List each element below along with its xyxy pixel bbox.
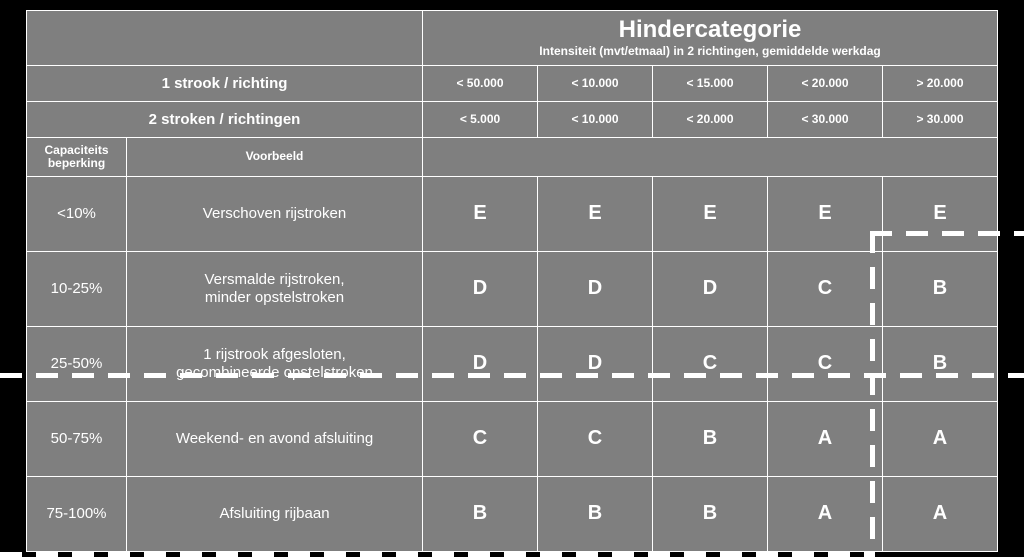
dash-lower-bottom [0,552,875,557]
intensity-2-4: > 30.000 [883,101,998,137]
intensity-2-2: < 20.000 [653,101,768,137]
intensity-1-3: < 20.000 [768,65,883,101]
row-3-ex: Weekend- en avond afsluiting [127,401,423,476]
row-3-cap: 50-75% [27,401,127,476]
intensity-2-0: < 5.000 [423,101,538,137]
intensity-row-2-label: 2 stroken / richtingen [27,101,423,137]
row-4-cap: 75-100% [27,476,127,551]
intensity-1-0: < 50.000 [423,65,538,101]
row-0-v1: E [538,176,653,251]
intensity-row-1-label: 1 strook / richting [27,65,423,101]
row-3-v4: A [883,401,998,476]
row-0-v0: E [423,176,538,251]
row-1-v1: D [538,251,653,326]
row-1-cap: 10-25% [27,251,127,326]
row-0-v2: E [653,176,768,251]
row-3-v1: C [538,401,653,476]
row-4-ex: Afsluiting rijbaan [127,476,423,551]
header-title: Hindercategorie [423,11,998,46]
row-4-v4: A [883,476,998,551]
row-2-v3: C [768,326,883,401]
col-header-capacity: Capaciteits beperking [27,137,127,176]
row-1-v4: B [883,251,998,326]
intensity-2-3: < 30.000 [768,101,883,137]
row-1-v0: D [423,251,538,326]
row-3-v3: A [768,401,883,476]
row-2-cap: 25-50% [27,326,127,401]
intensity-2-1: < 10.000 [538,101,653,137]
row-0-ex: Verschoven rijstroken [127,176,423,251]
row-2-v1: D [538,326,653,401]
table-wrapper: { "header": { "title": "Hindercategorie"… [0,0,1024,557]
intensity-1-1: < 10.000 [538,65,653,101]
intensity-1-4: > 20.000 [883,65,998,101]
row-0-v3: E [768,176,883,251]
row-1-ex: Versmalde rijstroken,minder opstelstroke… [127,251,423,326]
col-header-example: Voorbeeld [127,137,423,176]
row-4-v3: A [768,476,883,551]
header-blank [27,11,423,66]
row-4-v1: B [538,476,653,551]
row-0-v4: E [883,176,998,251]
row-2-v0: D [423,326,538,401]
header-subtitle: Intensiteit (mvt/etmaal) in 2 richtingen… [423,45,998,65]
row-2-ex: 1 rijstrook afgesloten,gecombineerde ops… [127,326,423,401]
row-2-v4: B [883,326,998,401]
row-1-v2: D [653,251,768,326]
row-4-v0: B [423,476,538,551]
intensity-1-2: < 15.000 [653,65,768,101]
row-0-cap: <10% [27,176,127,251]
row-2-v2: C [653,326,768,401]
row-3-v0: C [423,401,538,476]
col-header-blank [423,137,998,176]
row-1-v3: C [768,251,883,326]
row-3-v2: B [653,401,768,476]
hinder-table: Hindercategorie Intensiteit (mvt/etmaal)… [26,10,998,552]
row-4-v2: B [653,476,768,551]
